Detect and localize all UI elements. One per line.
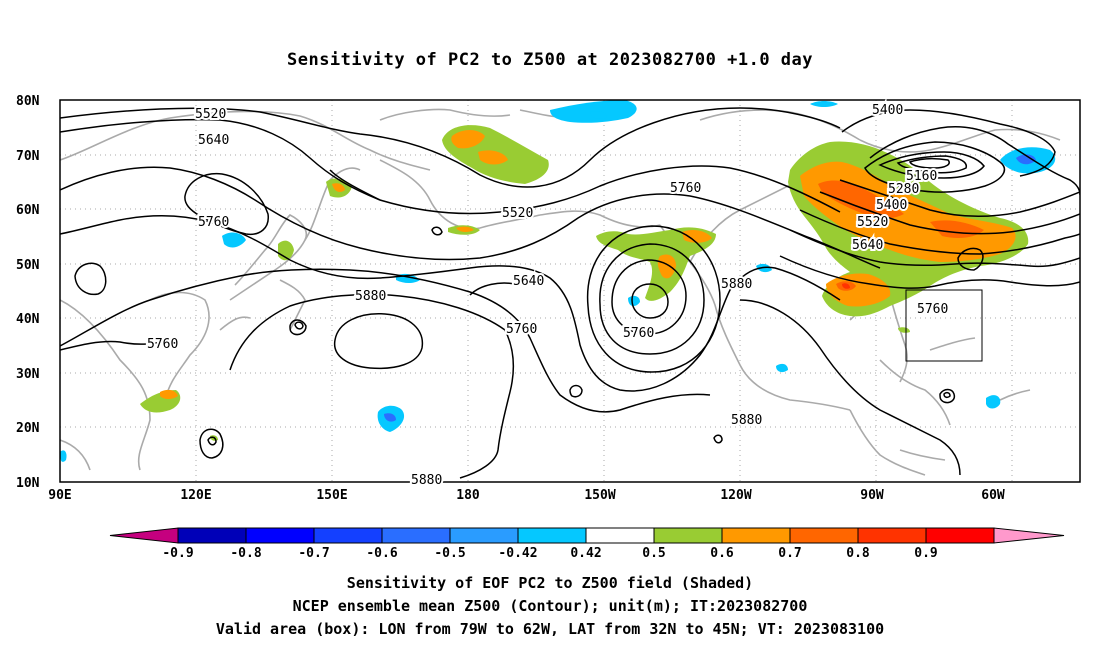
lat-label: 20N — [16, 421, 40, 436]
contour-label: 5760 — [506, 322, 537, 337]
footer-line-3: Valid area (box): LON from 79W to 62W, L… — [215, 620, 885, 638]
positive-sensitivity-region — [842, 283, 850, 289]
colorbar-label: -0.6 — [366, 546, 397, 561]
colorbar-label: 0.42 — [570, 546, 601, 561]
lon-label: 150W — [584, 488, 615, 503]
contour-label: 5640 — [852, 238, 883, 253]
colorbar-label: 0.5 — [642, 546, 665, 561]
positive-sensitivity-region — [478, 150, 508, 165]
lat-label: 40N — [16, 312, 40, 327]
negative-sensitivity-region — [550, 100, 637, 123]
contour-label: 5760 — [917, 302, 948, 317]
lat-label: 80N — [16, 94, 40, 109]
colorbar-label: -0.5 — [434, 546, 465, 561]
negative-sensitivity-region — [590, 111, 607, 119]
colorbar-swatch — [449, 527, 519, 544]
contour-label: 5880 — [411, 473, 442, 488]
colorbar-label: 0.9 — [914, 546, 937, 561]
contour-label: 5880 — [721, 277, 752, 292]
colorbar-label: 0.8 — [846, 546, 870, 561]
latitude-labels: 80N 70N 60N 50N 40N 30N 20N 10N — [16, 94, 40, 491]
lon-label: 180 — [456, 488, 480, 503]
colorbar-left-triangle — [109, 527, 179, 544]
contour-label: 5640 — [198, 133, 229, 148]
z500-contours — [60, 107, 1080, 479]
longitude-labels: 90E 120E 150E 180 150W 120W 90W 60W — [48, 488, 1005, 503]
positive-sensitivity-region — [160, 389, 178, 399]
contour-label: 5160 — [906, 169, 937, 184]
contour-label: 5760 — [623, 326, 654, 341]
contour-label: 5280 — [888, 182, 919, 197]
positive-sensitivity-region — [332, 183, 345, 192]
colorbar-swatch — [517, 527, 587, 544]
colorbar-label: -0.9 — [162, 546, 193, 561]
lat-label: 30N — [16, 367, 40, 382]
map-frame — [59, 99, 1081, 483]
lon-label: 120E — [180, 488, 211, 503]
colorbar-label: -0.42 — [498, 546, 537, 561]
lat-label: 70N — [16, 149, 40, 164]
negative-sensitivity-region — [986, 395, 1001, 409]
lat-label: 60N — [16, 203, 40, 218]
contour-label: 5880 — [731, 413, 762, 428]
lat-label: 50N — [16, 258, 40, 273]
footer-line-2: NCEP ensemble mean Z500 (Contour); unit(… — [292, 597, 808, 615]
colorbar-swatch — [789, 527, 859, 544]
colorbar-label: -0.7 — [298, 546, 329, 561]
lat-label: 10N — [16, 476, 40, 491]
contour-label: 5520 — [195, 107, 226, 122]
contour-label: 5400 — [876, 198, 907, 213]
contour-label: 5640 — [513, 274, 544, 289]
colorbar-swatch — [381, 527, 451, 544]
negative-sensitivity-region — [1016, 154, 1036, 165]
colorbar-swatch — [653, 527, 723, 544]
lon-label: 90E — [48, 488, 71, 503]
lon-label: 120W — [720, 488, 751, 503]
negative-sensitivity-region — [60, 450, 67, 462]
contour-labels: 5520 5640 5760 5760 5880 5520 5760 5640 … — [145, 101, 950, 490]
positive-sensitivity-region — [682, 230, 712, 243]
colorbar-label: 0.6 — [710, 546, 734, 561]
negative-sensitivity-region — [776, 363, 788, 373]
colorbar — [109, 527, 1065, 544]
colorbar-label: -0.8 — [230, 546, 261, 561]
colorbar-swatch — [585, 527, 655, 544]
negative-sensitivity-region — [384, 413, 396, 422]
sensitivity-shading — [60, 100, 1056, 462]
colorbar-swatch — [177, 527, 247, 544]
positive-sensitivity-region — [456, 226, 474, 233]
negative-sensitivity-region — [810, 101, 838, 107]
positive-sensitivity-region — [818, 180, 904, 219]
colorbar-swatch — [925, 527, 995, 544]
lon-label: 90W — [860, 488, 884, 503]
contour-label: 5760 — [198, 215, 229, 230]
negative-sensitivity-region — [628, 295, 640, 307]
footer-line-1: Sensitivity of EOF PC2 to Z500 field (Sh… — [346, 574, 754, 592]
contour-label: 5760 — [147, 337, 178, 352]
colorbar-swatch — [721, 527, 791, 544]
positive-sensitivity-region — [898, 327, 910, 333]
colorbar-swatch — [857, 527, 927, 544]
lon-label: 150E — [316, 488, 347, 503]
contour-label: 5880 — [355, 289, 386, 304]
contour-label: 5400 — [872, 103, 903, 118]
colorbar-label: 0.7 — [778, 546, 801, 561]
positive-sensitivity-region — [451, 130, 485, 149]
negative-sensitivity-region — [222, 232, 246, 248]
colorbar-swatch — [245, 527, 315, 544]
colorbar-labels: -0.9 -0.8 -0.7 -0.6 -0.5 -0.42 0.42 0.5 … — [162, 546, 937, 561]
positive-sensitivity-region — [596, 227, 716, 301]
lon-label: 60W — [981, 488, 1005, 503]
colorbar-swatch — [313, 527, 383, 544]
contour-label: 5520 — [857, 215, 888, 230]
colorbar-right-triangle — [993, 527, 1065, 544]
contour-label: 5520 — [502, 206, 533, 221]
chart-title: Sensitivity of PC2 to Z500 at 2023082700… — [286, 50, 813, 70]
contour-label: 5760 — [670, 181, 701, 196]
positive-sensitivity-region — [657, 254, 676, 279]
valid-area-box — [905, 289, 983, 362]
